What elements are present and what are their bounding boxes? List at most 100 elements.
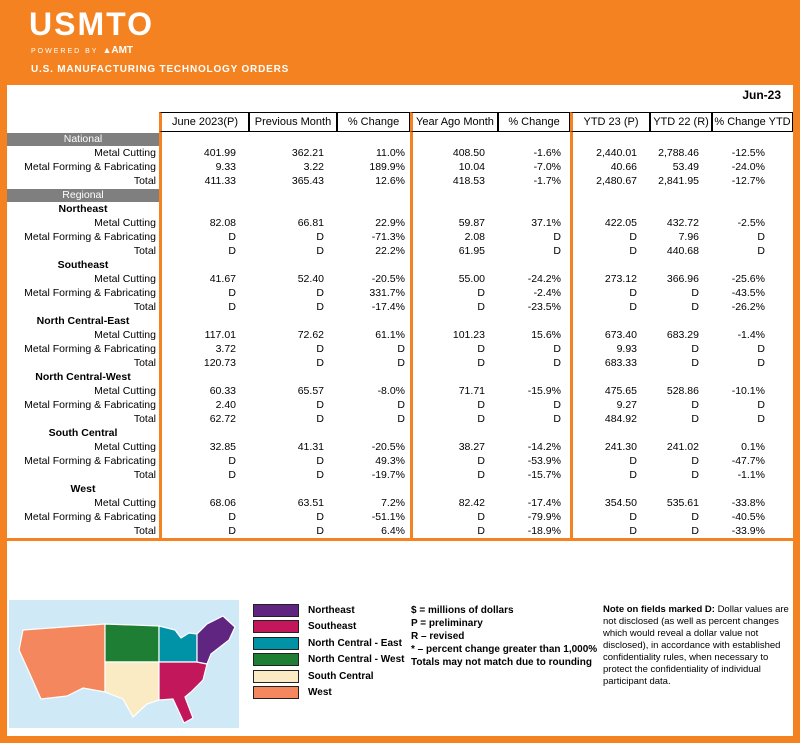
value-cell: -24.0%	[731, 161, 765, 173]
header-spacer	[7, 112, 159, 132]
value-cell: -20.5%	[371, 441, 405, 453]
row-label: Metal Cutting	[94, 217, 156, 229]
value-cell	[712, 314, 793, 328]
value-cell: D	[691, 469, 699, 481]
value-cell: D	[410, 524, 498, 538]
value-cell: D	[691, 399, 699, 411]
value-cell	[249, 132, 337, 146]
row-label: Metal Forming & Fabricating	[24, 343, 156, 355]
value-cell: -14.2%	[527, 441, 561, 453]
value-cell	[410, 482, 498, 496]
value-cell: -10.1%	[731, 385, 765, 397]
usmto-logo: USMTO	[29, 6, 154, 42]
confidentiality-note-body: Dollar values are not disclosed (as well…	[603, 604, 789, 687]
value-cell: D	[757, 231, 765, 243]
data-row: Metal Forming & Fabricating D D -51.1% D -79.…	[7, 510, 793, 524]
data-row: Metal Forming & Fabricating 2.40 D D D D 9.27 D…	[7, 398, 793, 412]
value-cell	[159, 482, 249, 496]
value-cell	[410, 132, 498, 146]
value-cell: D	[410, 342, 498, 356]
value-cell: 2,480.67	[570, 174, 650, 188]
data-row: Metal Cutting 68.06 63.51 7.2% 82.42 -17.4% 35…	[7, 496, 793, 510]
value-cell: -25.6%	[731, 273, 765, 285]
value-cell	[712, 188, 793, 202]
value-cell: -2.4%	[533, 287, 561, 299]
value-cell: -47.7%	[731, 455, 765, 467]
data-row: Total 411.33 365.43 12.6% 418.53 -1.7% 2,480.6…	[7, 174, 793, 188]
value-cell	[570, 188, 650, 202]
row-label: Metal Cutting	[94, 329, 156, 341]
value-cell: 6.4%	[381, 525, 405, 537]
value-cell: D	[410, 356, 498, 370]
value-cell	[498, 370, 570, 384]
value-cell: D	[570, 524, 650, 538]
value-cell: 535.61	[666, 497, 699, 509]
row-label: Southeast	[57, 259, 109, 271]
value-cell: 10.04	[410, 160, 498, 174]
value-cell: -43.5%	[731, 287, 765, 299]
value-cell: D	[316, 231, 324, 243]
legend-label: North Central - West	[308, 654, 405, 665]
value-cell: 9.33	[159, 160, 249, 174]
value-cell: -17.4%	[371, 301, 405, 313]
section-row: Regional	[7, 188, 793, 202]
data-row: Total D D -19.7% D -15.7% D D -1.1%	[7, 468, 793, 482]
row-label: Regional	[7, 188, 159, 202]
value-cell	[498, 132, 570, 146]
value-cell	[570, 370, 650, 384]
value-cell: 683.33	[570, 356, 650, 370]
legend-swatch	[253, 620, 299, 633]
report-subtitle: U.S. MANUFACTURING TECHNOLOGY ORDERS	[31, 64, 290, 75]
value-cell: 40.66	[570, 160, 650, 174]
value-cell: D	[757, 245, 765, 257]
legend-swatch	[253, 603, 299, 617]
value-cell	[650, 426, 712, 440]
value-cell: D	[757, 399, 765, 411]
value-cell	[337, 482, 410, 496]
value-cell: D	[316, 301, 324, 313]
value-cell: D	[691, 525, 699, 537]
value-cell: 71.71	[410, 384, 498, 398]
value-cell: D	[570, 454, 650, 468]
value-cell: D	[570, 468, 650, 482]
value-cell: 408.50	[410, 146, 498, 160]
data-row: Metal Forming & Fabricating D D 331.7% D -2.4…	[7, 286, 793, 300]
value-cell: 2.08	[410, 230, 498, 244]
value-cell	[498, 202, 570, 216]
value-cell: 273.12	[570, 272, 650, 286]
value-cell	[337, 258, 410, 272]
value-cell	[650, 482, 712, 496]
footnotes: $ = millions of dollars P = preliminary R …	[411, 604, 598, 669]
legend-label: North Central - East	[308, 637, 402, 649]
data-row: Metal Forming & Fabricating 3.72 D D D D 9.93 D…	[7, 342, 793, 356]
value-cell: D	[397, 413, 405, 425]
footnote-line: * – percent change greater than 1,000%	[411, 644, 598, 655]
legend-item: North Central - West	[253, 653, 405, 666]
value-cell	[159, 258, 249, 272]
value-cell	[337, 314, 410, 328]
value-cell	[410, 426, 498, 440]
value-cell: D	[316, 455, 324, 467]
value-cell: D	[410, 300, 498, 314]
column-header-previous-month: Previous Month	[249, 112, 337, 132]
confidentiality-note-title: Note on fields marked D:	[603, 604, 715, 615]
value-cell: 61.1%	[375, 329, 405, 341]
data-row: Metal Forming & Fabricating 9.33 3.22 189.9…	[7, 160, 793, 174]
value-cell: -24.2%	[527, 273, 561, 285]
value-cell	[712, 132, 793, 146]
value-cell: D	[757, 343, 765, 355]
value-cell: -1.7%	[533, 175, 561, 187]
section-row: National	[7, 132, 793, 146]
value-cell: 15.6%	[531, 329, 561, 341]
value-cell: D	[159, 244, 249, 258]
value-cell	[159, 370, 249, 384]
column-header-ytd-23: YTD 23 (P)	[570, 112, 650, 132]
data-row: Metal Forming & Fabricating D D -71.3% 2.08 D…	[7, 230, 793, 244]
value-cell	[498, 482, 570, 496]
value-cell: D	[757, 413, 765, 425]
row-label: Total	[133, 525, 156, 537]
value-cell: -8.0%	[377, 385, 405, 397]
value-cell: D	[570, 244, 650, 258]
row-label: Total	[133, 469, 156, 481]
value-cell: -15.9%	[527, 385, 561, 397]
